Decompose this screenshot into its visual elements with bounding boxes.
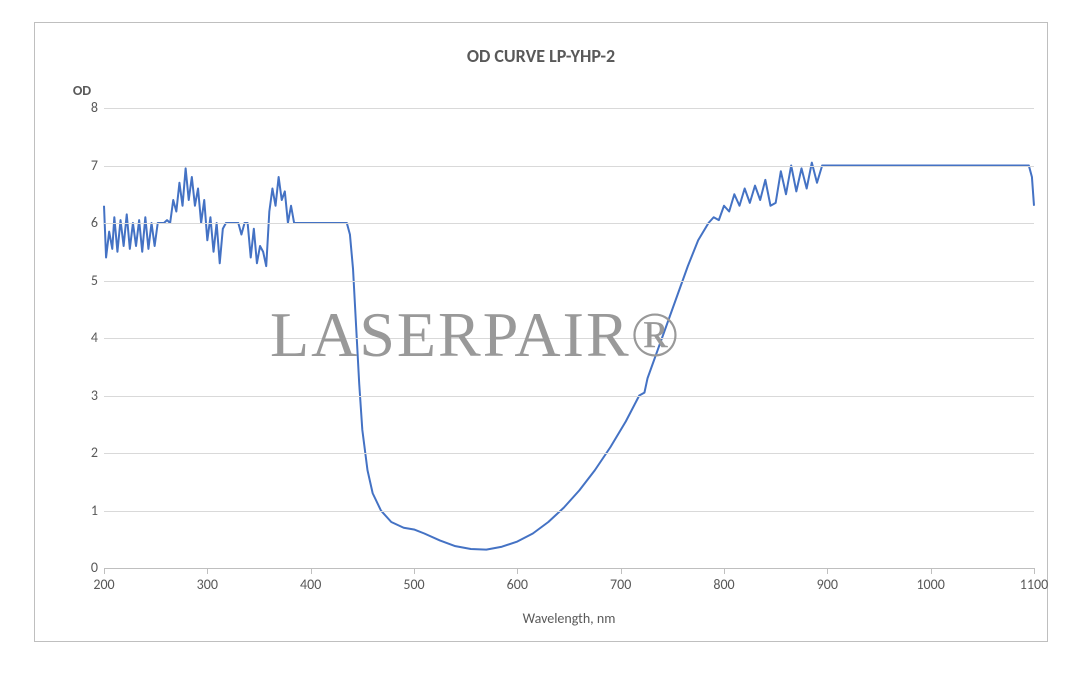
y-tick-label: 8 bbox=[74, 99, 98, 116]
gridline-h bbox=[104, 453, 1034, 454]
x-tick-label: 1000 bbox=[911, 576, 951, 593]
od-curve-path bbox=[104, 163, 1034, 550]
plot-area bbox=[104, 108, 1034, 568]
x-tick-mark bbox=[1034, 568, 1035, 574]
gridline-h bbox=[104, 396, 1034, 397]
x-tick-label: 600 bbox=[497, 576, 537, 593]
x-tick-mark bbox=[621, 568, 622, 574]
y-tick-label: 0 bbox=[74, 559, 98, 576]
x-tick-label: 900 bbox=[807, 576, 847, 593]
x-tick-mark bbox=[724, 568, 725, 574]
y-tick-label: 1 bbox=[74, 502, 98, 519]
x-tick-mark bbox=[414, 568, 415, 574]
gridline-h bbox=[104, 281, 1034, 282]
y-tick-label: 3 bbox=[74, 387, 98, 404]
gridline-h bbox=[104, 108, 1034, 109]
x-tick-label: 500 bbox=[394, 576, 434, 593]
x-tick-label: 1100 bbox=[1014, 576, 1054, 593]
y-tick-label: 6 bbox=[74, 214, 98, 231]
x-tick-mark bbox=[931, 568, 932, 574]
x-tick-mark bbox=[827, 568, 828, 574]
x-tick-mark bbox=[311, 568, 312, 574]
x-tick-label: 200 bbox=[84, 576, 124, 593]
x-tick-mark bbox=[517, 568, 518, 574]
y-tick-label: 4 bbox=[74, 329, 98, 346]
x-tick-label: 300 bbox=[187, 576, 227, 593]
gridline-h bbox=[104, 223, 1034, 224]
y-axis-title: OD bbox=[62, 82, 102, 99]
y-tick-label: 5 bbox=[74, 272, 98, 289]
chart-title: OD CURVE LP-YHP-2 bbox=[34, 45, 1048, 67]
x-axis-title: Wavelength, nm bbox=[104, 610, 1034, 627]
x-tick-label: 800 bbox=[704, 576, 744, 593]
x-tick-mark bbox=[207, 568, 208, 574]
y-tick-label: 2 bbox=[74, 444, 98, 461]
x-tick-label: 700 bbox=[601, 576, 641, 593]
x-tick-mark bbox=[104, 568, 105, 574]
y-tick-label: 7 bbox=[74, 157, 98, 174]
x-axis-line bbox=[104, 568, 1034, 569]
gridline-h bbox=[104, 338, 1034, 339]
x-tick-label: 400 bbox=[291, 576, 331, 593]
gridline-h bbox=[104, 511, 1034, 512]
gridline-h bbox=[104, 166, 1034, 167]
